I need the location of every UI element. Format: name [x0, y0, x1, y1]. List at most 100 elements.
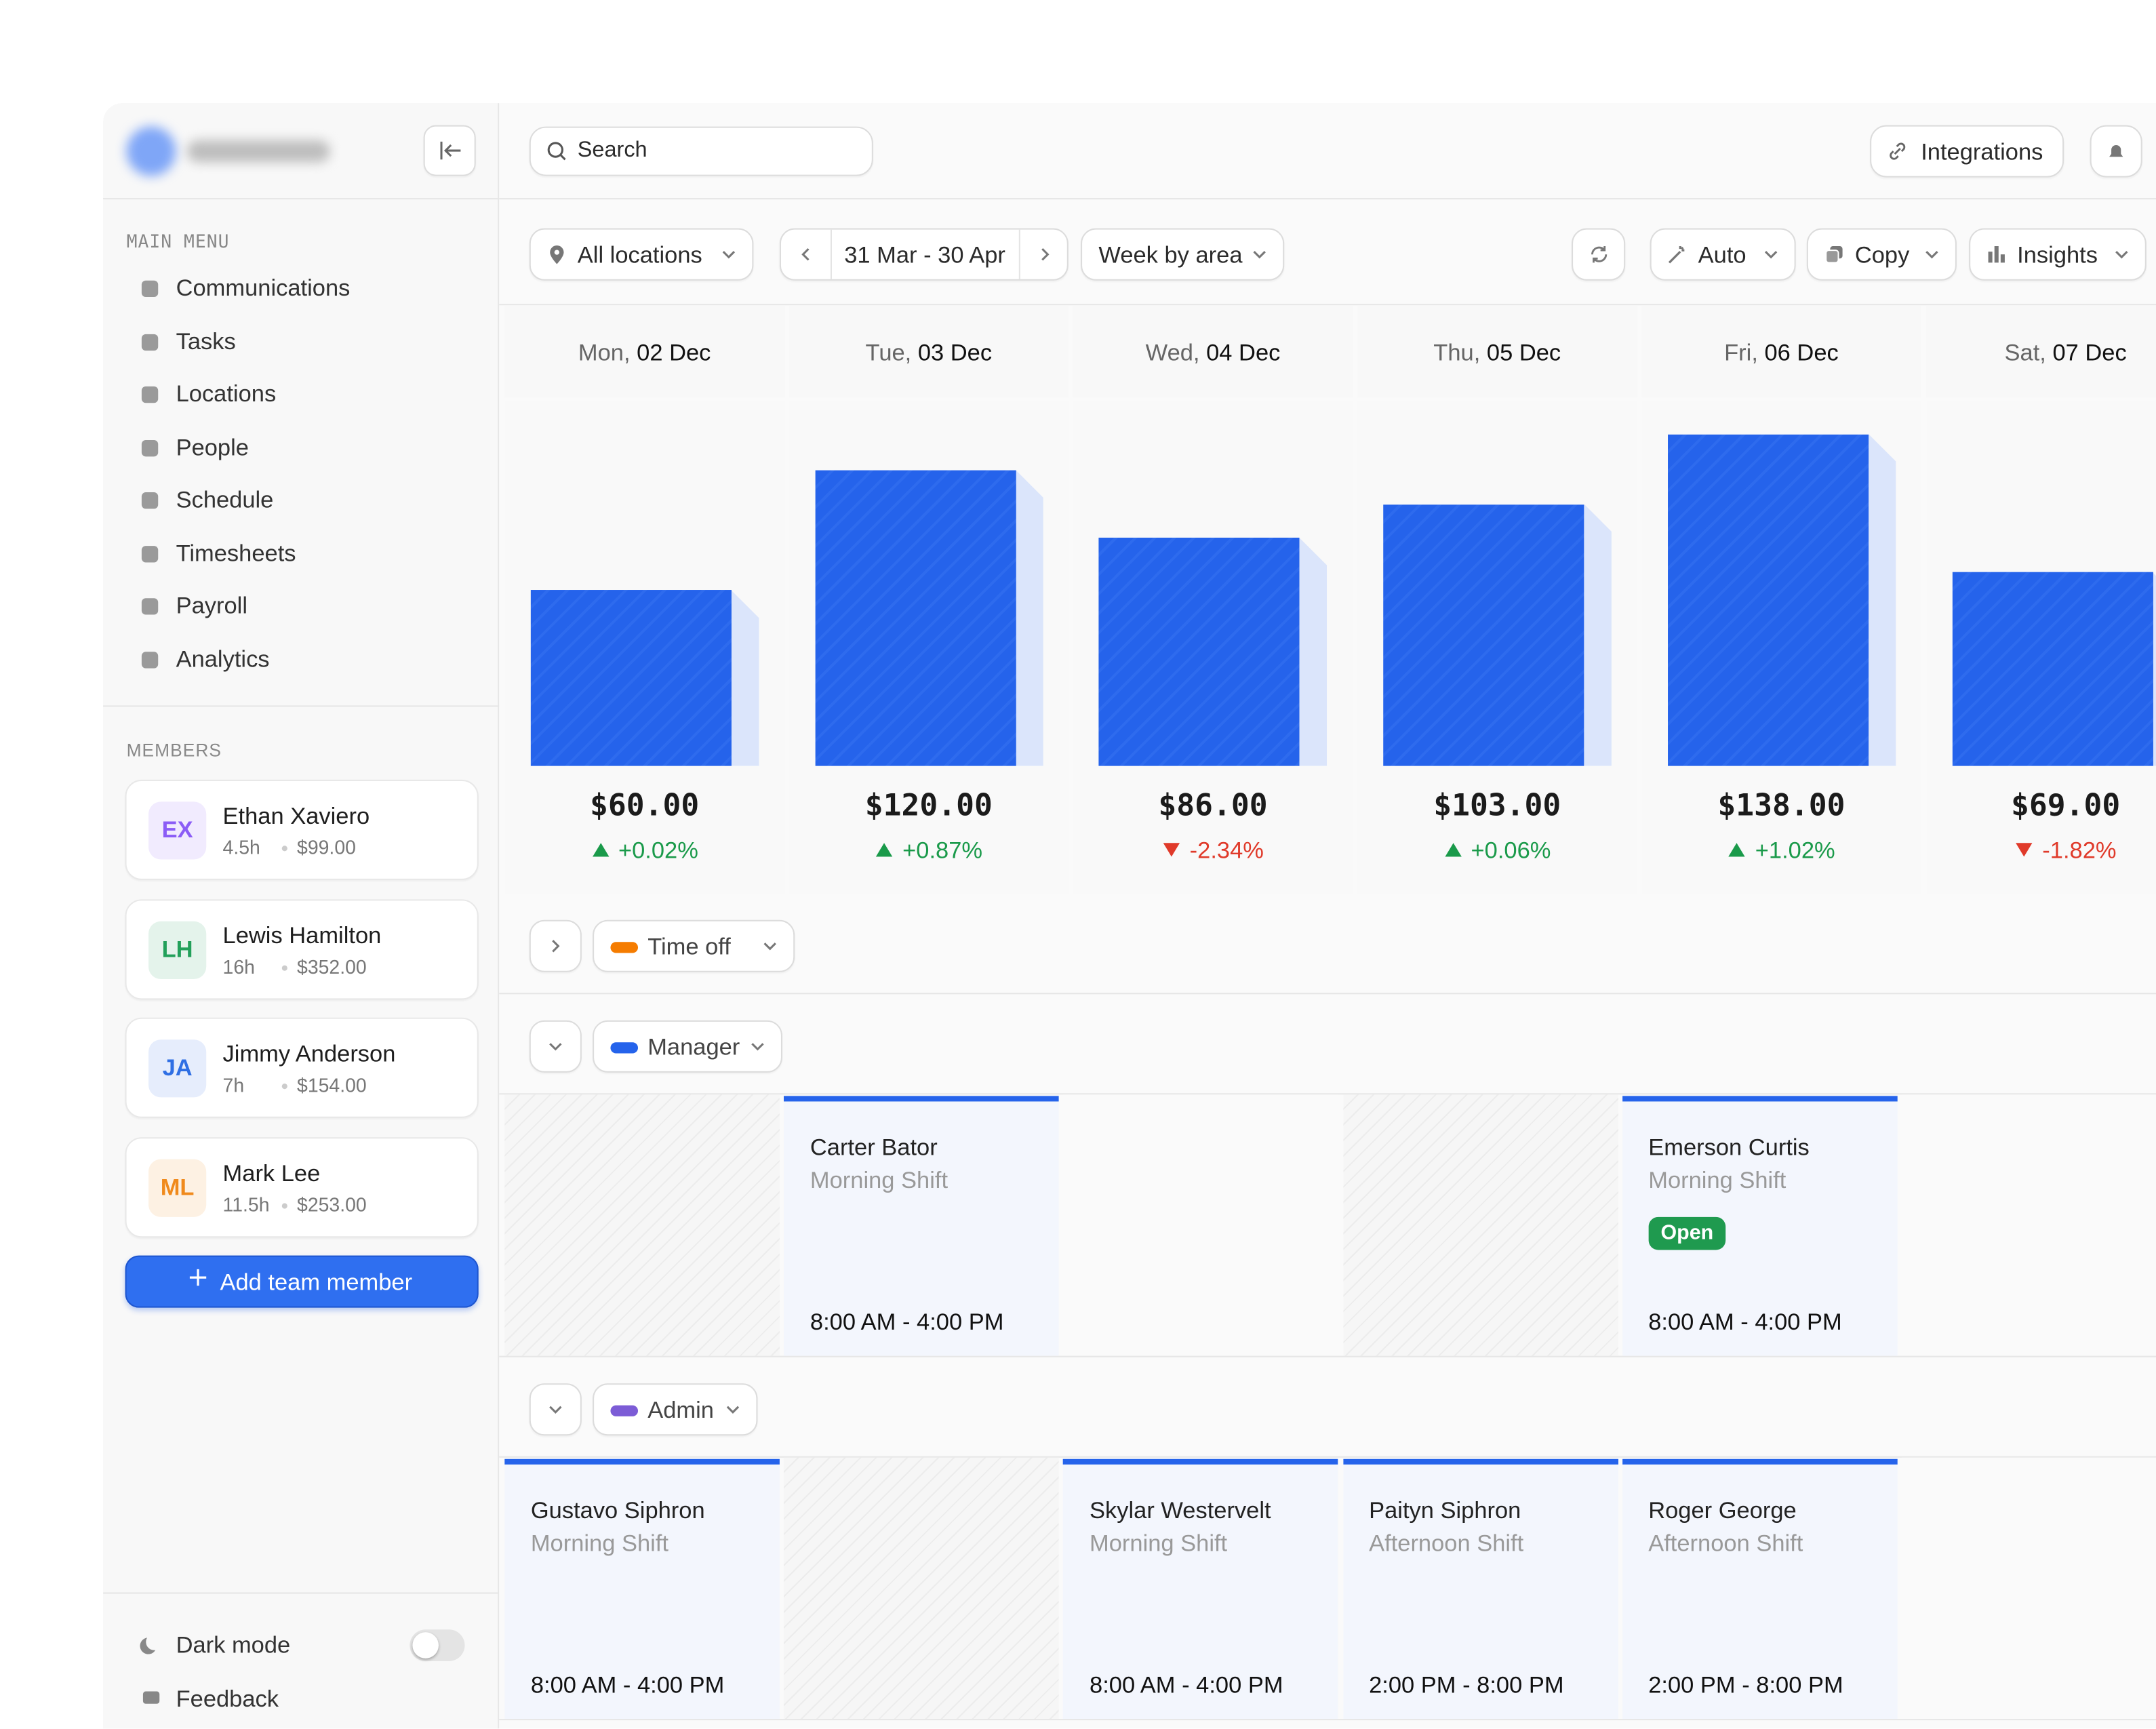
- menu-icon: [138, 330, 163, 355]
- revenue-label: $60.00: [590, 789, 700, 824]
- add-member-button[interactable]: Add team member: [125, 1255, 479, 1308]
- group-swatch: [610, 1405, 639, 1416]
- shift-card[interactable]: Roger George Afternoon Shift 2:00 PM - 8:0…: [1622, 1458, 1898, 1720]
- shift-time: 2:00 PM - 8:00 PM: [1369, 1672, 1564, 1698]
- separator-dot: [281, 1084, 287, 1090]
- menu-item[interactable]: People: [127, 433, 477, 463]
- divider: [103, 1592, 500, 1594]
- revenue-label: $138.00: [1717, 789, 1845, 824]
- menu-item[interactable]: Analytics: [127, 644, 477, 675]
- change-label: +0.02%: [618, 837, 698, 864]
- expand-toggle[interactable]: [529, 1020, 582, 1073]
- menu-item[interactable]: Schedule: [127, 485, 477, 516]
- menu-item[interactable]: Communications: [127, 274, 477, 304]
- bell-icon-svg: [2109, 144, 2123, 159]
- chevron-svg: [552, 940, 560, 953]
- menu-item[interactable]: Tasks: [127, 327, 477, 357]
- divider: [830, 229, 832, 279]
- chevron: [757, 934, 782, 959]
- group-filter[interactable]: Time off: [593, 919, 795, 972]
- search-placeholder: Search: [577, 138, 647, 163]
- date-navigator: 31 Mar - 30 Apr: [779, 228, 1069, 281]
- integrations-button[interactable]: Integrations: [1870, 125, 2064, 178]
- empty-cell: [784, 1457, 1059, 1720]
- divider: [1018, 229, 1020, 279]
- menu-icon: [138, 647, 163, 672]
- refresh-button[interactable]: [1572, 228, 1626, 281]
- collapse-button[interactable]: [423, 125, 476, 176]
- dark-mode-toggle[interactable]: [410, 1629, 465, 1661]
- shift-card[interactable]: Carter Bator Morning Shift 8:00 AM - 4:00 …: [784, 1096, 1059, 1356]
- chevron: [793, 242, 818, 267]
- chevron-svg: [549, 1043, 562, 1051]
- search-icon: [544, 139, 570, 164]
- location-filter[interactable]: All locations: [529, 228, 754, 281]
- copy-button-icon: [1822, 242, 1847, 267]
- copy-button[interactable]: Copy: [1806, 228, 1957, 281]
- date: 04 Dec: [1206, 339, 1281, 366]
- member-avatar: LH: [148, 921, 207, 979]
- chevron-svg: [726, 1406, 740, 1414]
- menu-icon-svg: [141, 545, 159, 562]
- feedback-icon-svg: [142, 1691, 160, 1704]
- member-pay: $253.00: [297, 1193, 367, 1216]
- feedback-label: Feedback: [176, 1686, 279, 1712]
- chevron-svg: [1925, 251, 1938, 259]
- chevron-svg: [2115, 251, 2128, 259]
- change: +0.87%: [788, 837, 1069, 865]
- auto-button[interactable]: Auto: [1650, 228, 1796, 281]
- member-hours: 16h: [222, 955, 255, 978]
- weekday: Mon,: [578, 339, 631, 366]
- section-label: MEMBERS: [126, 740, 222, 761]
- chevron-svg: [1253, 251, 1266, 259]
- auto-button-icon: [1665, 242, 1690, 267]
- section-label: MAIN MENU: [126, 232, 230, 254]
- member-card[interactable]: JA Jimmy Anderson 7h $154.00: [125, 1018, 479, 1119]
- date: 06 Dec: [1764, 339, 1839, 366]
- group-swatch: [610, 1042, 639, 1054]
- expand-toggle[interactable]: [529, 1383, 582, 1436]
- chevron: [543, 1397, 568, 1423]
- menu-item[interactable]: Locations: [127, 380, 477, 410]
- chevron: [2109, 242, 2134, 267]
- shift-person: Roger George: [1648, 1497, 1797, 1524]
- divider: [499, 1456, 2156, 1458]
- refresh-icon-svg: [1591, 246, 1608, 263]
- chevron: [721, 1397, 746, 1423]
- chevron-svg: [763, 942, 776, 951]
- notifications-button[interactable]: [2090, 125, 2142, 178]
- chevron: [1247, 242, 1272, 267]
- shift-name: Afternoon Shift: [1648, 1530, 1803, 1557]
- shift-card[interactable]: Paityn Siphron Afternoon Shift 2:00 PM - 8…: [1342, 1458, 1618, 1720]
- menu-item[interactable]: Timesheets: [127, 538, 477, 569]
- change-arrow: [1163, 843, 1180, 857]
- bar: [1099, 538, 1300, 766]
- member-card[interactable]: EX Ethan Xaviero 4.5h $99.00: [125, 779, 479, 880]
- insights-button[interactable]: Insights: [1969, 228, 2147, 281]
- chevron: [1759, 242, 1784, 267]
- empty-cell: [504, 1094, 780, 1356]
- day-title: Tue, 03 Dec: [788, 340, 1069, 367]
- expand-toggle[interactable]: [529, 919, 582, 972]
- integrations-label: Integrations: [1921, 138, 2043, 165]
- member-card[interactable]: ML Mark Lee 11.5h $253.00: [125, 1137, 479, 1238]
- shift-card[interactable]: Emerson Curtis Morning Shift Open 8:00 AM -…: [1622, 1096, 1898, 1356]
- search-box[interactable]: Search: [529, 126, 873, 176]
- shift-card[interactable]: Gustavo Siphron Morning Shift 8:00 AM - 4:…: [504, 1458, 780, 1720]
- view-select[interactable]: Week by area: [1081, 228, 1285, 281]
- change: -2.34%: [1073, 837, 1353, 865]
- menu-item[interactable]: Payroll: [127, 591, 477, 622]
- group-filter[interactable]: Manager: [593, 1020, 782, 1073]
- change-arrow: [592, 843, 609, 857]
- chevron-svg: [751, 1043, 764, 1051]
- divider: [499, 993, 2156, 995]
- weekday: Sat,: [2004, 339, 2046, 366]
- shift-card[interactable]: Skylar Westervelt Morning Shift 8:00 AM - …: [1063, 1458, 1339, 1720]
- group-filter[interactable]: Admin: [593, 1383, 758, 1436]
- change-label: +1.02%: [1755, 837, 1835, 864]
- shift-person: Skylar Westervelt: [1090, 1497, 1271, 1524]
- separator-dot: [281, 1203, 287, 1209]
- member-card[interactable]: LH Lewis Hamilton 16h $352.00: [125, 898, 479, 999]
